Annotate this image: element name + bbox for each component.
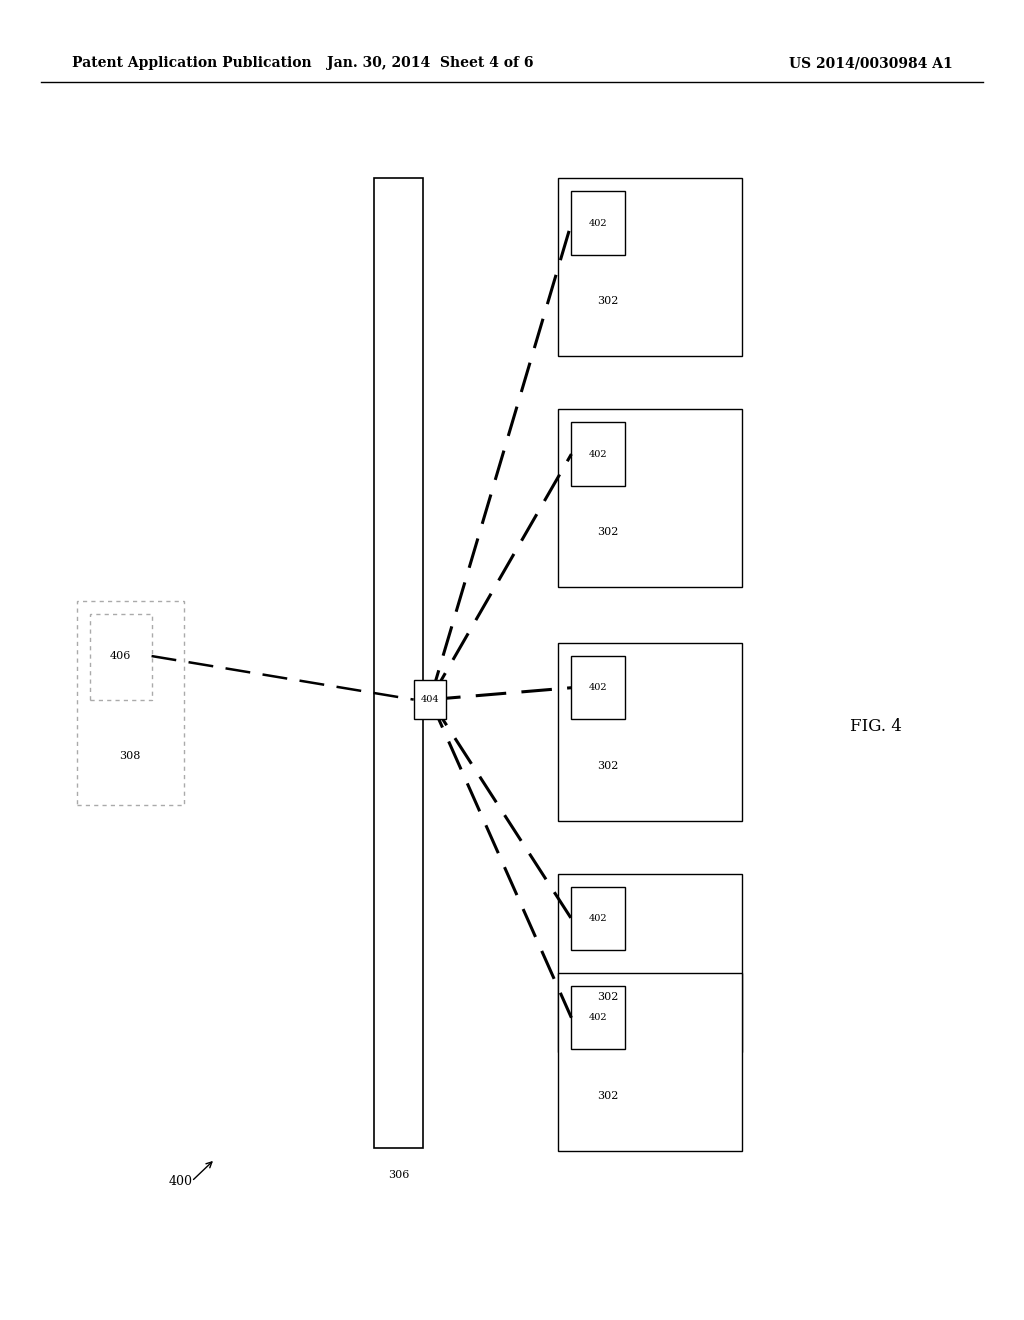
- Bar: [558, 973, 742, 1151]
- Text: Patent Application Publication: Patent Application Publication: [72, 57, 311, 70]
- Text: 302: 302: [598, 1090, 618, 1101]
- Text: US 2014/0030984 A1: US 2014/0030984 A1: [788, 57, 952, 70]
- Bar: [558, 409, 742, 587]
- Text: FIG. 4: FIG. 4: [850, 718, 902, 734]
- Bar: [571, 887, 625, 950]
- Text: 406: 406: [111, 651, 131, 661]
- Text: 302: 302: [598, 296, 618, 306]
- Text: 302: 302: [598, 991, 618, 1002]
- Bar: [90, 614, 152, 700]
- Text: 402: 402: [589, 1014, 607, 1022]
- Text: 402: 402: [589, 915, 607, 923]
- Bar: [558, 178, 742, 356]
- Text: 402: 402: [589, 219, 607, 227]
- Bar: [571, 422, 625, 486]
- Bar: [571, 656, 625, 719]
- Bar: [414, 680, 446, 719]
- Text: 402: 402: [589, 450, 607, 458]
- Bar: [374, 178, 423, 1148]
- Text: 302: 302: [598, 527, 618, 537]
- Bar: [77, 601, 184, 805]
- Bar: [558, 643, 742, 821]
- Text: Jan. 30, 2014  Sheet 4 of 6: Jan. 30, 2014 Sheet 4 of 6: [327, 57, 534, 70]
- Text: 308: 308: [120, 751, 140, 762]
- Text: 400: 400: [169, 1175, 193, 1188]
- Bar: [571, 986, 625, 1049]
- Bar: [571, 191, 625, 255]
- Text: 404: 404: [421, 696, 439, 704]
- Text: 306: 306: [388, 1170, 409, 1180]
- Text: 402: 402: [589, 684, 607, 692]
- Text: 302: 302: [598, 760, 618, 771]
- Bar: [558, 874, 742, 1052]
